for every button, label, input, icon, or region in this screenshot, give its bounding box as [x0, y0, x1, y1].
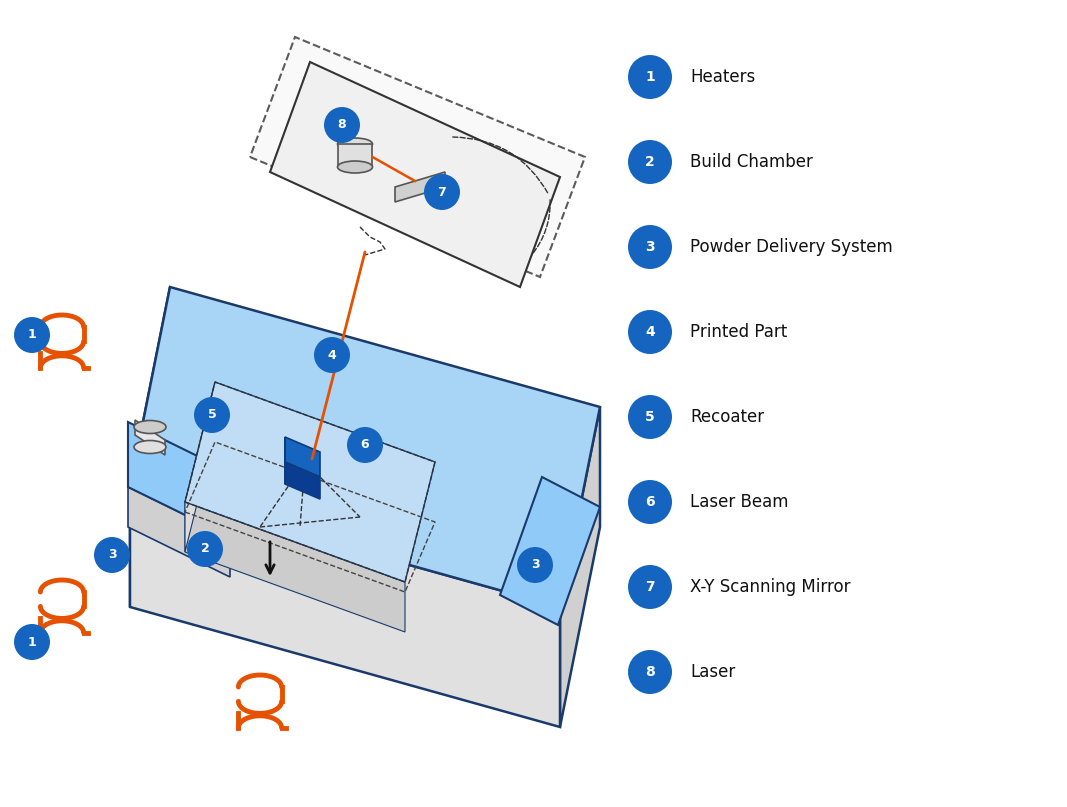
- Text: 8: 8: [337, 119, 347, 132]
- Text: 2: 2: [201, 542, 209, 555]
- Polygon shape: [185, 382, 214, 552]
- Circle shape: [14, 624, 50, 660]
- Text: 5: 5: [646, 410, 655, 424]
- Text: 4: 4: [646, 325, 655, 339]
- Polygon shape: [185, 382, 435, 582]
- Text: Printed Part: Printed Part: [690, 323, 787, 341]
- Text: 6: 6: [646, 495, 655, 509]
- Text: 1: 1: [28, 635, 36, 649]
- Circle shape: [628, 480, 672, 524]
- Circle shape: [628, 565, 672, 609]
- Polygon shape: [128, 422, 230, 537]
- Text: 3: 3: [108, 549, 116, 562]
- Circle shape: [628, 395, 672, 439]
- Text: Build Chamber: Build Chamber: [690, 153, 813, 171]
- Text: 6: 6: [361, 438, 369, 451]
- Text: 5: 5: [208, 408, 217, 421]
- Polygon shape: [337, 144, 372, 167]
- Polygon shape: [285, 462, 320, 499]
- Circle shape: [14, 317, 50, 353]
- Polygon shape: [250, 37, 585, 277]
- Circle shape: [324, 107, 360, 143]
- Text: X-Y Scanning Mirror: X-Y Scanning Mirror: [690, 578, 850, 596]
- Polygon shape: [395, 172, 445, 202]
- Text: 4: 4: [328, 349, 336, 362]
- Circle shape: [628, 55, 672, 99]
- Polygon shape: [185, 502, 405, 632]
- Circle shape: [347, 427, 383, 463]
- Text: 7: 7: [437, 186, 446, 199]
- Text: Laser: Laser: [690, 663, 735, 681]
- Polygon shape: [130, 287, 600, 607]
- Text: 3: 3: [646, 240, 655, 254]
- Text: 3: 3: [530, 558, 539, 571]
- Circle shape: [628, 140, 672, 184]
- Text: 8: 8: [646, 665, 655, 679]
- Circle shape: [424, 174, 460, 210]
- Polygon shape: [136, 420, 165, 455]
- Text: Powder Delivery System: Powder Delivery System: [690, 238, 893, 256]
- Circle shape: [628, 310, 672, 354]
- Polygon shape: [130, 287, 170, 607]
- Polygon shape: [270, 62, 560, 287]
- Circle shape: [187, 531, 223, 567]
- Text: Recoater: Recoater: [690, 408, 764, 426]
- Circle shape: [194, 397, 230, 433]
- Text: 1: 1: [28, 328, 36, 341]
- Ellipse shape: [134, 420, 166, 433]
- Circle shape: [628, 650, 672, 694]
- Polygon shape: [285, 437, 320, 477]
- Ellipse shape: [337, 138, 372, 150]
- Ellipse shape: [337, 161, 372, 173]
- Polygon shape: [128, 487, 230, 577]
- Text: 1: 1: [646, 70, 655, 84]
- Text: 7: 7: [646, 580, 655, 594]
- Polygon shape: [500, 477, 600, 625]
- Polygon shape: [560, 407, 600, 727]
- Text: Laser Beam: Laser Beam: [690, 493, 789, 511]
- Circle shape: [94, 537, 130, 573]
- Text: Heaters: Heaters: [690, 68, 755, 86]
- Ellipse shape: [134, 441, 166, 454]
- Polygon shape: [130, 487, 560, 727]
- Circle shape: [628, 225, 672, 269]
- Circle shape: [517, 547, 553, 583]
- Text: 2: 2: [646, 155, 655, 169]
- Circle shape: [314, 337, 350, 373]
